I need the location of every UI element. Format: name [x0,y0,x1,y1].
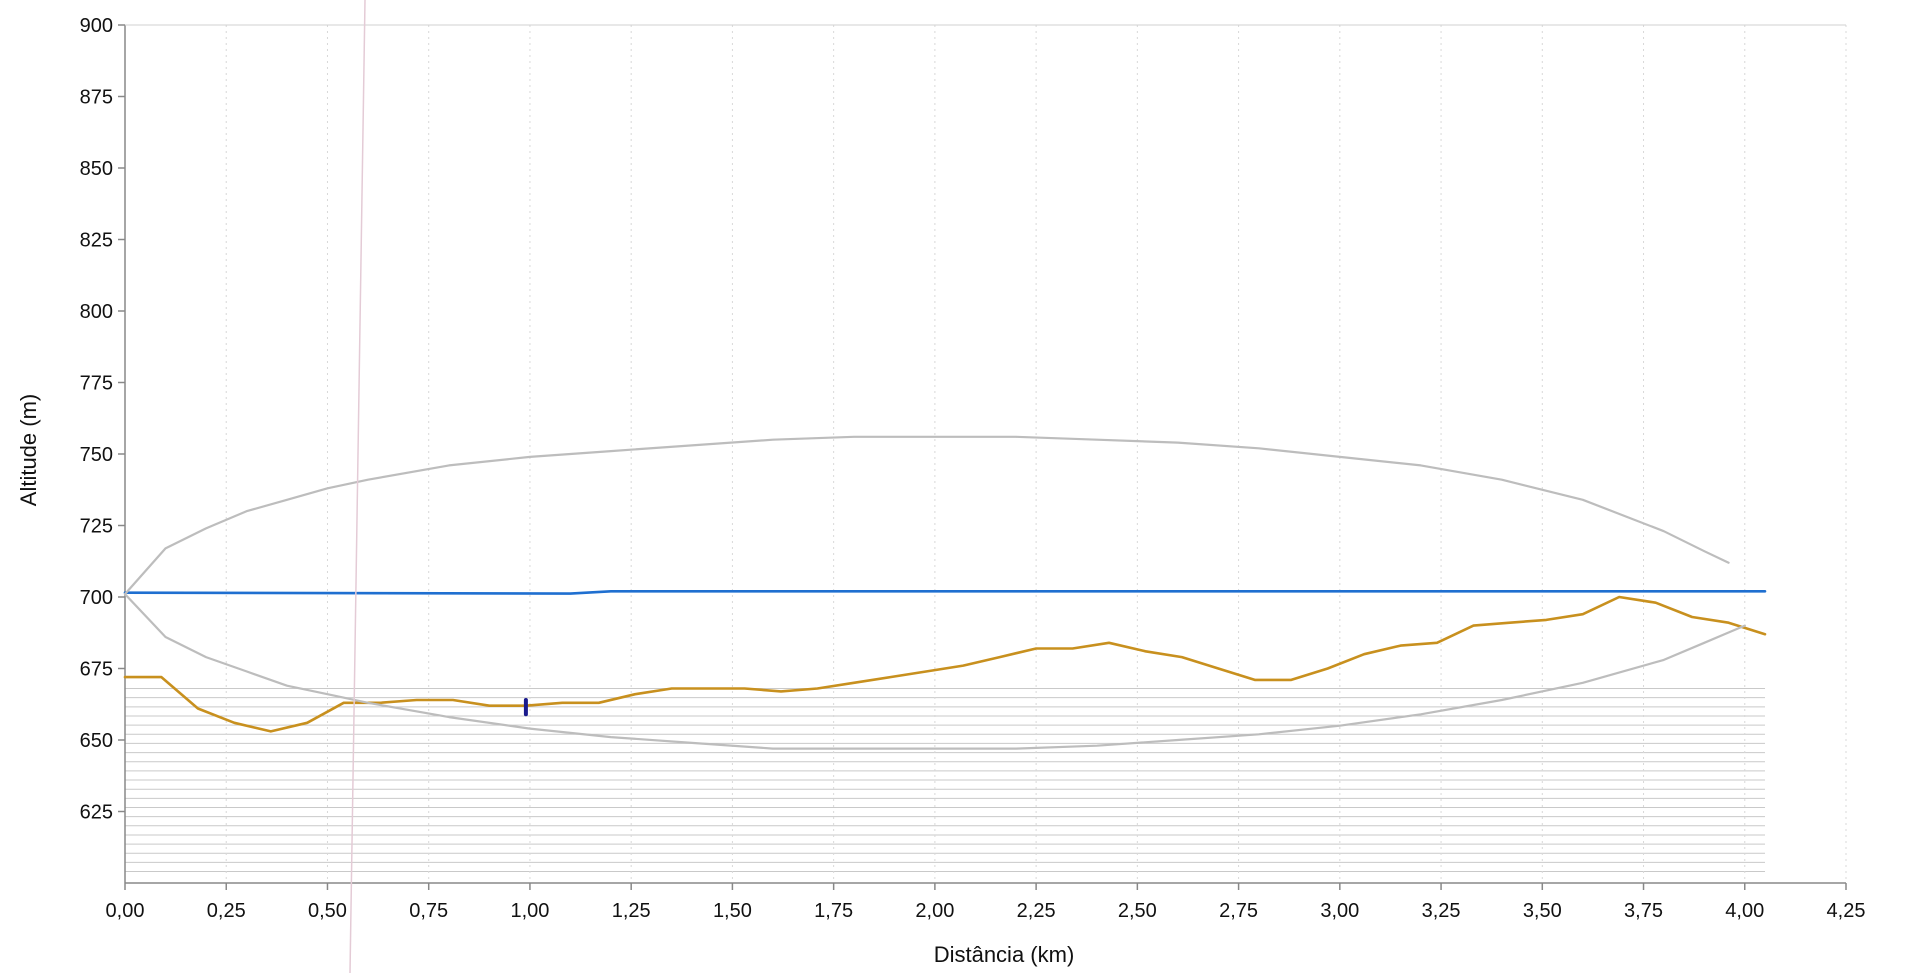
x-tick-label: 2,00 [915,900,954,922]
y-tick-label: 775 [80,373,113,395]
y-tick-label: 800 [80,301,113,323]
x-tick-label: 0,50 [308,900,347,922]
ground-hatch-area [125,688,1766,873]
fresnel-zone-upper-line [123,435,1730,596]
x-tick-label: 2,75 [1219,900,1258,922]
vertical-cursor-line [349,0,366,973]
x-tick-label: 3,25 [1422,900,1461,922]
y-tick-label: 725 [80,516,113,538]
y-tick-label: 675 [80,659,113,681]
y-tick-label: 750 [80,444,113,466]
y-axis-title: Altitude (m) [16,394,41,506]
x-tick-label: 4,25 [1827,900,1866,922]
x-tick-label: 2,25 [1017,900,1056,922]
vertical-gridlines [225,25,1847,883]
y-tick-label: 850 [80,158,113,180]
series-layer [123,435,1767,750]
cursor-line [349,0,366,973]
y-tick-label: 700 [80,587,113,609]
x-tick-label: 2,50 [1118,900,1157,922]
x-tick-label: 0,75 [409,900,448,922]
terrain-profile-line [123,595,1767,733]
y-tick-label: 875 [80,87,113,109]
axes [118,24,1847,890]
y-tick-label: 900 [80,15,113,37]
y-tick-label: 650 [80,730,113,752]
x-tick-label: 4,00 [1725,900,1764,922]
x-tick-label: 1,25 [612,900,651,922]
fresnel-zone-lower-line [123,592,1746,750]
x-tick-label: 1,00 [510,900,549,922]
tick-labels: 900 875 850 825 800 775 750 725 700 675 650 625 0,00… [80,15,1866,922]
y-tick-label: 625 [80,802,113,824]
y-tick-label: 825 [80,230,113,252]
x-tick-label: 3,00 [1320,900,1359,922]
x-tick-label: 0,00 [106,900,145,922]
x-tick-label: 1,50 [713,900,752,922]
x-tick-label: 0,25 [207,900,246,922]
x-tick-label: 3,75 [1624,900,1663,922]
x-tick-label: 1,75 [814,900,853,922]
line-of-sight-line [123,589,1767,595]
x-axis-title: Distância (km) [934,942,1075,967]
x-tick-label: 3,50 [1523,900,1562,922]
